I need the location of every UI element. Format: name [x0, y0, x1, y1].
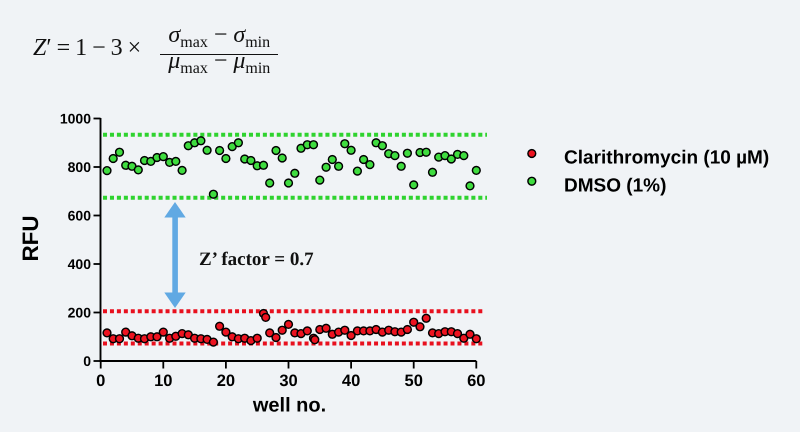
svg-text:well no.: well no. [252, 395, 326, 417]
svg-text:200: 200 [68, 305, 92, 321]
svg-text:Z’ factor = 0.7: Z’ factor = 0.7 [199, 249, 314, 270]
svg-text:Clarithromycin (10 µM): Clarithromycin (10 µM) [564, 147, 769, 168]
svg-text:DMSO (1%): DMSO (1%) [564, 175, 666, 196]
svg-text:60: 60 [467, 372, 485, 390]
svg-text:RFU: RFU [18, 215, 43, 261]
svg-text:600: 600 [68, 208, 92, 224]
svg-text:40: 40 [342, 372, 360, 390]
svg-text:0: 0 [96, 372, 105, 390]
svg-text:800: 800 [68, 159, 92, 175]
svg-text:30: 30 [279, 372, 297, 390]
svg-text:1000: 1000 [60, 111, 91, 127]
svg-text:10: 10 [154, 372, 172, 390]
svg-text:20: 20 [217, 372, 235, 390]
svg-text:50: 50 [405, 372, 423, 390]
svg-text:400: 400 [68, 256, 92, 272]
svg-text:0: 0 [83, 353, 91, 369]
